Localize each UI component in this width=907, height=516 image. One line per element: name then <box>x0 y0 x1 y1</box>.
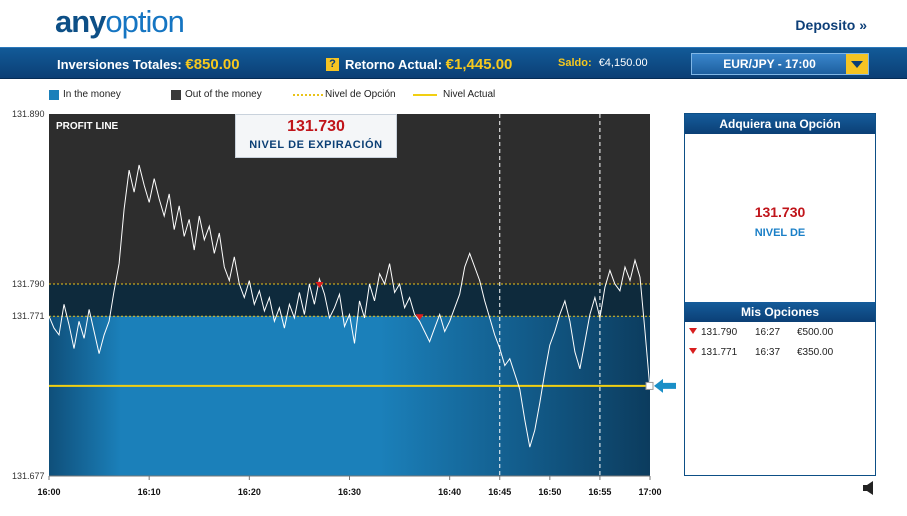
total-investments-label: Inversiones Totales: <box>57 57 182 72</box>
current-return-label: Retorno Actual: <box>345 57 443 72</box>
down-triangle-icon <box>689 328 697 334</box>
buy-option-title: Adquiera una Opción <box>685 114 875 134</box>
my-options-title: Mis Opciones <box>685 302 875 322</box>
account-status-bar: Inversiones Totales: €850.00 ? Retorno A… <box>0 47 907 79</box>
y-axis-ticks: 131.890 131.790 131.771 131.677 <box>12 109 45 481</box>
option-markers <box>315 281 424 321</box>
legend-current-level: Nivel Actual <box>413 89 495 100</box>
x-tick-label: 16:00 <box>37 487 60 497</box>
option-row[interactable]: 131.790 16:27 €500.00 <box>689 327 833 338</box>
expiry-label: NIVEL DE EXPIRACIÓN <box>249 139 383 151</box>
balance-label: Saldo: <box>558 57 592 69</box>
arrow-left-icon <box>654 378 676 393</box>
buy-level-label: NIVEL DE <box>754 227 806 239</box>
expiry-level-box: 131.730 NIVEL DE EXPIRACIÓN <box>235 114 397 158</box>
option-marker[interactable] <box>315 281 324 288</box>
logo[interactable]: anyoption <box>55 4 185 39</box>
balance: Saldo: €4,150.00 <box>558 57 648 69</box>
current-price-marker <box>645 381 654 390</box>
down-triangle-icon <box>689 348 697 354</box>
current-level-swatch <box>413 93 437 96</box>
x-tick-label: 16:20 <box>238 487 261 497</box>
chevron-down-icon[interactable] <box>846 54 868 74</box>
asset-selected-value: EUR/JPY - 17:00 <box>723 57 816 71</box>
option-row[interactable]: 131.771 16:37 €350.00 <box>689 347 833 358</box>
price-series-line <box>48 164 651 448</box>
x-tick-label: 16:10 <box>138 487 161 497</box>
legend-out-money: Out of the money <box>171 89 262 100</box>
total-investments: Inversiones Totales: €850.00 <box>57 56 240 73</box>
x-tick-label: 16:55 <box>588 487 611 497</box>
option-band <box>49 283 650 317</box>
out-money-swatch <box>171 89 181 100</box>
header: anyoption Deposito » <box>0 0 907 47</box>
asset-select[interactable]: EUR/JPY - 17:00 <box>691 53 869 75</box>
profit-line-label: PROFIT LINE <box>56 121 119 132</box>
x-tick-label: 17:00 <box>638 487 661 497</box>
x-tick-label: 16:45 <box>488 487 511 497</box>
x-axis-ticks: 16:00 16:10 16:20 16:30 16:40 16:45 16:50 16:55… <box>37 476 662 497</box>
x-tick-label: 16:40 <box>438 487 461 497</box>
legend-option-level: Nivel de Opción <box>293 89 396 100</box>
buy-price: 131.730 <box>754 204 806 220</box>
balance-value: €4,150.00 <box>598 57 648 69</box>
legend-in-money: In the money <box>49 89 121 100</box>
y-tick-label: 131.771 <box>12 311 45 321</box>
option-marker[interactable] <box>415 314 424 321</box>
in-money-zone <box>49 316 650 476</box>
current-return: ? Retorno Actual: €1,445.00 <box>326 56 512 73</box>
x-tick-label: 16:30 <box>338 487 361 497</box>
deposit-link[interactable]: Deposito » <box>795 17 867 33</box>
x-tick-label: 16:50 <box>538 487 561 497</box>
time-markers <box>499 114 601 476</box>
in-money-swatch <box>49 89 59 100</box>
y-tick-label: 131.790 <box>12 279 45 289</box>
y-tick-label: 131.677 <box>12 471 45 481</box>
option-panel: Adquiera una Opción 131.730 NIVEL DE Mis… <box>684 113 876 476</box>
expiry-price: 131.730 <box>287 118 345 135</box>
option-level-swatch <box>293 93 323 96</box>
total-investments-value: €850.00 <box>185 56 240 73</box>
question-icon[interactable]: ? <box>326 58 339 71</box>
y-tick-label: 131.890 <box>12 109 45 119</box>
speaker-icon[interactable] <box>862 480 878 496</box>
current-return-value: €1,445.00 <box>445 56 513 73</box>
